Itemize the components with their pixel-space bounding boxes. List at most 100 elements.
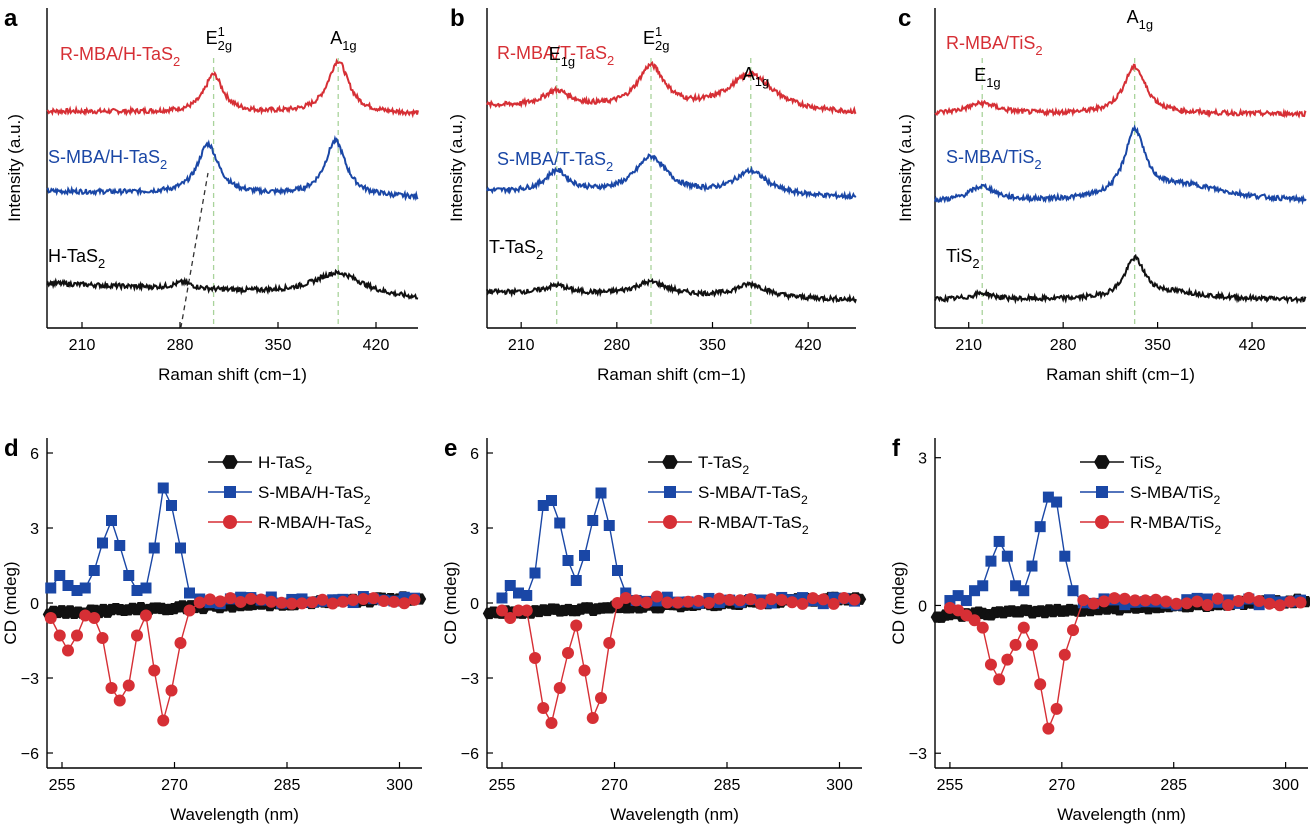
data-point-circle bbox=[157, 714, 170, 727]
data-point-circle bbox=[692, 594, 705, 607]
y-tick-label: 0 bbox=[470, 596, 479, 613]
series-line-1 bbox=[934, 124, 1307, 206]
data-point-circle bbox=[1232, 594, 1245, 607]
data-point-circle bbox=[595, 692, 607, 704]
y-tick-label: 3 bbox=[918, 451, 927, 468]
legend-marker-circle bbox=[1095, 515, 1109, 529]
series-label: S-MBA/H-TaS2 bbox=[48, 147, 167, 172]
panel-a: a 210 280 350 420 Raman shift (cm−1) Intensity… bbox=[4, 5, 419, 384]
data-point-circle bbox=[537, 702, 550, 714]
x-tick-label: 300 bbox=[386, 777, 413, 794]
data-point-circle bbox=[122, 679, 135, 692]
y-tick-label: −6 bbox=[461, 746, 479, 763]
data-point-circle bbox=[529, 652, 541, 664]
panel-b: b 210 280 350 420 Raman shift (cm−1) Intensity… bbox=[447, 5, 857, 384]
data-point-square bbox=[157, 482, 169, 494]
legend-entry: R-MBA/TiS2 bbox=[1130, 513, 1221, 537]
data-point-square bbox=[952, 590, 964, 602]
data-point-square bbox=[603, 520, 615, 531]
x-axis-label: Wavelength (nm) bbox=[610, 805, 739, 824]
data-point-circle bbox=[1201, 598, 1214, 611]
data-point-circle bbox=[578, 664, 591, 677]
data-point-circle bbox=[357, 592, 370, 605]
series-label: R-MBA/T-TaS2 bbox=[497, 43, 614, 68]
x-tick-label: 270 bbox=[161, 777, 188, 794]
data-point-circle bbox=[1263, 597, 1276, 610]
data-point-circle bbox=[1050, 702, 1063, 715]
data-point-circle bbox=[1191, 595, 1204, 608]
data-point-circle bbox=[244, 592, 257, 605]
data-point-circle bbox=[1242, 591, 1255, 604]
data-point-square bbox=[184, 587, 195, 599]
data-point-square bbox=[1059, 550, 1071, 562]
data-point-circle bbox=[336, 595, 349, 608]
data-point-circle bbox=[113, 694, 126, 707]
data-point-circle bbox=[817, 593, 830, 606]
panel-letter: c bbox=[898, 5, 911, 32]
panel-letter: e bbox=[444, 435, 457, 462]
data-point-circle bbox=[976, 621, 989, 634]
data-point-circle bbox=[347, 593, 360, 606]
data-point-circle bbox=[165, 684, 178, 697]
data-point-circle bbox=[562, 647, 574, 659]
data-point-circle bbox=[1118, 592, 1131, 605]
x-tick-label: 300 bbox=[1272, 777, 1299, 794]
legend-entry: H-TaS2 bbox=[258, 453, 312, 477]
data-point-circle bbox=[1058, 648, 1071, 661]
series-line-2 bbox=[934, 253, 1307, 305]
data-point-square bbox=[1001, 550, 1013, 562]
data-point-square bbox=[62, 580, 74, 591]
data-point-circle bbox=[586, 712, 599, 724]
panel-f: f 255 270 285 300 Wavelength (nm) CD (mdeg) 3 0 −… bbox=[889, 435, 1310, 824]
data-point-square bbox=[1010, 580, 1022, 592]
data-point-circle bbox=[174, 637, 187, 649]
data-point-square bbox=[985, 555, 997, 567]
legend-entry: R-MBA/H-TaS2 bbox=[258, 513, 372, 537]
data-point-circle bbox=[1211, 592, 1224, 605]
data-point-square bbox=[554, 517, 566, 529]
data-point-circle bbox=[1017, 621, 1030, 634]
data-point-square bbox=[131, 585, 143, 596]
data-point-square bbox=[1067, 585, 1079, 597]
x-tick-label: 255 bbox=[49, 777, 76, 794]
data-point-square bbox=[587, 515, 599, 526]
data-point-square bbox=[504, 580, 516, 591]
legend-marker-square bbox=[224, 486, 236, 498]
series-label: R-MBA/TiS2 bbox=[946, 33, 1043, 58]
x-axis-label: Wavelength (nm) bbox=[1057, 805, 1186, 824]
y-axis-label: CD (mdeg) bbox=[889, 561, 908, 644]
data-point-square bbox=[88, 565, 100, 576]
data-point-circle bbox=[183, 604, 196, 617]
data-point-circle bbox=[1129, 594, 1142, 607]
data-point-circle bbox=[1139, 594, 1152, 607]
data-point-circle bbox=[754, 597, 767, 610]
y-tick-label: 0 bbox=[918, 598, 927, 615]
legend-entry: TiS2 bbox=[1130, 453, 1162, 477]
x-axis-label: Wavelength (nm) bbox=[170, 805, 299, 824]
data-point-circle bbox=[275, 596, 288, 609]
series-line-0 bbox=[46, 57, 419, 119]
data-point-circle bbox=[203, 593, 216, 606]
y-tick-label: 3 bbox=[30, 521, 39, 538]
data-point-circle bbox=[285, 597, 298, 610]
data-point-circle bbox=[96, 632, 109, 644]
data-point-circle bbox=[993, 673, 1006, 686]
data-point-circle bbox=[827, 597, 840, 610]
series-line-2 bbox=[46, 268, 419, 300]
data-point-circle bbox=[265, 595, 278, 608]
data-point-circle bbox=[1009, 638, 1022, 651]
panel-d: d 255 270 285 300 Wavelength (nm) CD (mdeg) 6 3 0… bbox=[1, 435, 427, 824]
data-point-circle bbox=[224, 592, 237, 605]
data-point-circle bbox=[367, 592, 380, 605]
x-tick-label: 255 bbox=[489, 777, 516, 794]
data-point-circle bbox=[408, 593, 421, 606]
data-point-square bbox=[969, 585, 981, 597]
data-point-circle bbox=[326, 597, 339, 610]
data-point-circle bbox=[796, 597, 809, 610]
data-point-square bbox=[828, 592, 840, 604]
data-point-square bbox=[140, 582, 152, 594]
data-point-circle bbox=[105, 682, 118, 694]
legend-marker-hexagon bbox=[222, 455, 238, 469]
data-point-circle bbox=[140, 609, 152, 622]
legend-marker-hexagon bbox=[662, 455, 678, 469]
